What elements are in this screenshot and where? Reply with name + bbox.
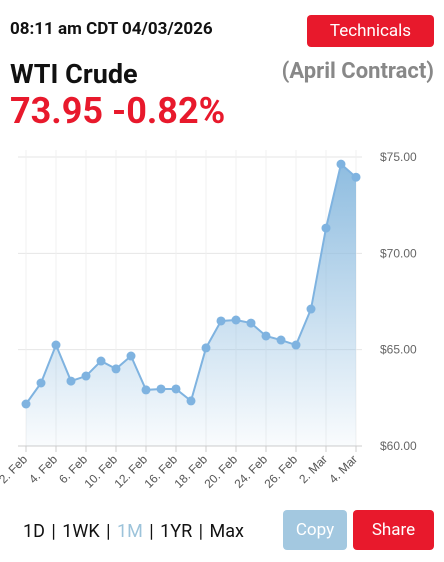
point	[336, 159, 346, 169]
change: -0.82%	[112, 90, 226, 132]
contract: (April Contract)	[281, 59, 434, 84]
technicals-button[interactable]: Technicals	[307, 15, 434, 47]
point	[51, 340, 61, 350]
x-tick-label: 2. Mar	[296, 452, 330, 486]
y-tick-label: $75.00	[380, 150, 417, 164]
point	[36, 378, 46, 388]
point	[186, 396, 196, 406]
point	[261, 331, 271, 341]
point	[246, 318, 256, 328]
point	[351, 172, 361, 182]
x-tick-label: 2. Feb	[0, 452, 30, 486]
range-option[interactable]: 1D	[23, 521, 45, 542]
point	[66, 376, 76, 386]
price: 73.95	[10, 90, 104, 132]
point	[276, 335, 286, 345]
separator: |	[144, 521, 159, 542]
y-tick-label: $70.00	[380, 246, 417, 260]
x-tick-label: 26. Feb	[261, 452, 300, 491]
point	[171, 384, 181, 394]
x-tick-label: 4. Feb	[26, 452, 60, 486]
range-option[interactable]: 1M	[116, 521, 143, 542]
y-tick-label: $65.00	[380, 343, 417, 357]
point	[21, 399, 31, 409]
range-option[interactable]: 1WK	[62, 521, 100, 542]
range-selector: 1D | 1WK | 1M | 1YR | Max	[23, 521, 244, 542]
share-button[interactable]: Share	[353, 510, 434, 550]
area	[26, 164, 356, 446]
point	[291, 340, 301, 350]
point	[201, 343, 211, 353]
point	[231, 315, 241, 325]
point	[156, 384, 166, 394]
point	[306, 304, 316, 314]
x-tick-label: 4. Mar	[326, 452, 360, 486]
separator: |	[194, 521, 208, 542]
range-option[interactable]: Max	[209, 521, 244, 542]
point	[126, 351, 136, 361]
quote: 73.95 -0.82%	[10, 90, 225, 132]
range-option[interactable]: 1YR	[160, 521, 193, 542]
point	[216, 316, 226, 326]
instrument-title: WTI Crude	[10, 58, 138, 90]
separator: |	[46, 521, 61, 542]
point	[81, 371, 91, 381]
point	[321, 223, 331, 233]
point	[111, 364, 121, 374]
timestamp: 08:11 am CDT 04/03/2026	[10, 19, 213, 39]
point	[96, 356, 106, 366]
y-tick-label: $60.00	[380, 439, 417, 453]
copy-button[interactable]: Copy	[283, 510, 347, 550]
point	[141, 385, 151, 395]
separator: |	[101, 521, 115, 542]
